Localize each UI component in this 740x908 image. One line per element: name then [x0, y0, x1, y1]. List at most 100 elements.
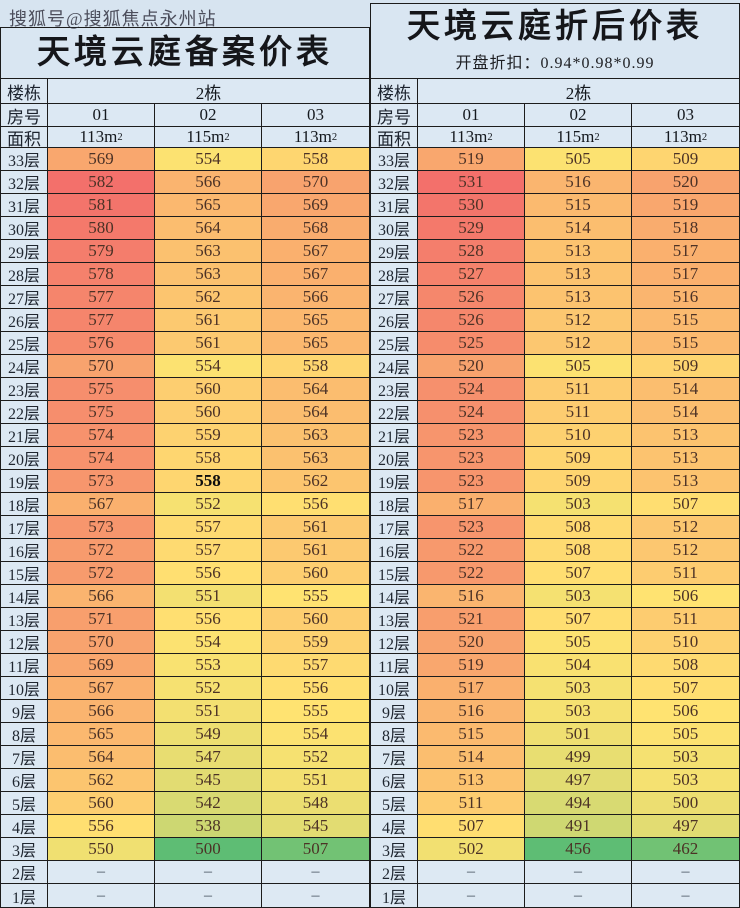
price-cell: 502 — [418, 838, 525, 861]
floor-label-cell: 22层 — [371, 401, 418, 424]
filed-price-table-title: 天境云庭备案价表 — [37, 34, 333, 71]
price-cell: 566 — [262, 286, 369, 309]
price-cell: 526 — [418, 286, 525, 309]
price-cell: 522 — [418, 539, 525, 562]
floor-label-cell: 6层 — [1, 769, 48, 792]
price-cell: 529 — [418, 217, 525, 240]
floor-label-cell: 8层 — [371, 723, 418, 746]
price-cell: 511 — [418, 792, 525, 815]
price-cell: 503 — [525, 585, 632, 608]
price-cell: 523 — [418, 447, 525, 470]
price-cell: 552 — [262, 746, 369, 769]
price-cell: 512 — [525, 309, 632, 332]
price-cell: 506 — [632, 585, 739, 608]
area-label-cell: 面积 — [1, 127, 48, 148]
floor-label-cell: 19层 — [1, 470, 48, 493]
floor-label-cell: 1层 — [1, 884, 48, 907]
area-value-cell: 115m 2 — [525, 127, 632, 148]
room-label-cell: 房号 — [1, 104, 48, 127]
price-cell: 563 — [262, 424, 369, 447]
table-row: 25层 525 512 515 — [371, 332, 739, 355]
table-row: 10层 517 503 507 — [371, 677, 739, 700]
filed-price-table: 天境云庭备案价表 楼栋 2栋 房号 01 02 03 面积 113m 2 115m 2 113m 2 33… — [0, 27, 370, 908]
price-cell: 560 — [262, 608, 369, 631]
floor-label-cell: 28层 — [371, 263, 418, 286]
floor-label-cell: 13层 — [1, 608, 48, 631]
floor-label-cell: 27层 — [1, 286, 48, 309]
floor-label-cell: 17层 — [1, 516, 48, 539]
price-cell: 513 — [525, 263, 632, 286]
price-cell: 520 — [632, 171, 739, 194]
price-cell: 510 — [632, 631, 739, 654]
price-cell: 538 — [155, 815, 262, 838]
table-row: 11层 569 553 557 — [1, 654, 369, 677]
floor-label-cell: 3层 — [1, 838, 48, 861]
table-row: 11层 519 504 508 — [371, 654, 739, 677]
price-cell: 578 — [48, 263, 155, 286]
floor-label-cell: 29层 — [1, 240, 48, 263]
price-cell: 507 — [418, 815, 525, 838]
price-cell: 581 — [48, 194, 155, 217]
table-row: 25层 576 561 565 — [1, 332, 369, 355]
table-row: 4层 556 538 545 — [1, 815, 369, 838]
table-row: 9层 516 503 506 — [371, 700, 739, 723]
table-row: 2层 – – – — [371, 861, 739, 884]
price-cell: 509 — [525, 470, 632, 493]
floor-label-cell: 12层 — [371, 631, 418, 654]
price-cell: 577 — [48, 286, 155, 309]
price-cell: 503 — [632, 769, 739, 792]
price-cell: 563 — [155, 263, 262, 286]
table-row: 12层 520 505 510 — [371, 631, 739, 654]
floor-label-cell: 8层 — [1, 723, 48, 746]
floor-label-cell: 10层 — [1, 677, 48, 700]
price-cell: – — [155, 884, 262, 907]
price-cell: 526 — [418, 309, 525, 332]
price-cell: 512 — [632, 539, 739, 562]
price-cell: 507 — [632, 677, 739, 700]
price-cell: – — [632, 884, 739, 907]
price-cell: 551 — [155, 585, 262, 608]
floor-label-cell: 10层 — [371, 677, 418, 700]
price-cell: 560 — [262, 562, 369, 585]
price-cell: 575 — [48, 378, 155, 401]
price-cell: 565 — [48, 723, 155, 746]
floor-label-cell: 7层 — [371, 746, 418, 769]
price-cell: 500 — [632, 792, 739, 815]
price-cell: 565 — [262, 309, 369, 332]
table-row: 31层 530 515 519 — [371, 194, 739, 217]
floor-label-cell: 9层 — [1, 700, 48, 723]
price-cell: 572 — [48, 562, 155, 585]
price-cell: 531 — [418, 171, 525, 194]
price-cell: 551 — [155, 700, 262, 723]
table-row: 6层 513 497 503 — [371, 769, 739, 792]
price-cell: 504 — [525, 654, 632, 677]
price-cell: 509 — [632, 355, 739, 378]
price-cell: 523 — [418, 470, 525, 493]
floor-label-cell: 14层 — [1, 585, 48, 608]
price-cell: 564 — [262, 401, 369, 424]
price-cell: – — [525, 884, 632, 907]
table-row: 33层 519 505 509 — [371, 148, 739, 171]
header-row-rooms: 房号 01 02 03 — [1, 104, 369, 127]
price-cell: 563 — [262, 447, 369, 470]
floor-label-cell: 28层 — [1, 263, 48, 286]
price-cell: 513 — [525, 286, 632, 309]
floor-label-cell: 29层 — [371, 240, 418, 263]
price-cell: 507 — [525, 608, 632, 631]
price-cell: 517 — [418, 677, 525, 700]
area-value-cell: 113m 2 — [48, 127, 155, 148]
area-label-cell: 面积 — [371, 127, 418, 148]
price-cell: 552 — [155, 493, 262, 516]
table-row: 20层 574 558 563 — [1, 447, 369, 470]
price-cell: 547 — [155, 746, 262, 769]
discount-price-table-title: 天境云庭折后价表 — [407, 9, 703, 46]
floor-label-cell: 11层 — [1, 654, 48, 677]
table-row: 14层 516 503 506 — [371, 585, 739, 608]
price-cell: 494 — [525, 792, 632, 815]
price-cell: 517 — [418, 493, 525, 516]
header-row-areas: 面积 113m 2 115m 2 113m 2 — [371, 127, 739, 148]
price-cell: 520 — [418, 631, 525, 654]
price-cell: 548 — [262, 792, 369, 815]
price-cell: 549 — [155, 723, 262, 746]
